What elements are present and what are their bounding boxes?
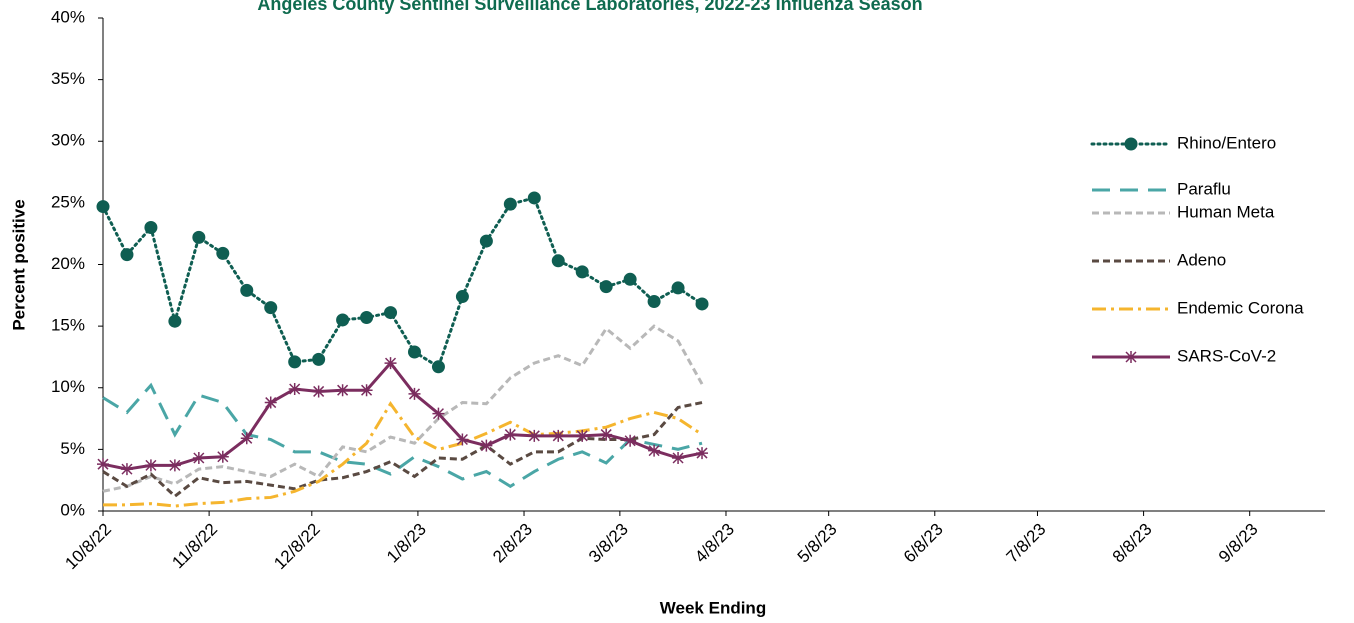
marker — [288, 382, 301, 395]
marker — [527, 191, 541, 205]
y-tick-label: 10% — [51, 377, 85, 396]
marker — [455, 290, 469, 304]
legend-label: Endemic Corona — [1177, 298, 1304, 317]
marker — [264, 396, 277, 409]
marker — [312, 352, 326, 366]
marker — [312, 385, 325, 398]
marker — [623, 272, 637, 286]
x-tick-label: 12/8/22 — [270, 520, 324, 574]
marker — [575, 265, 589, 279]
marker — [504, 428, 517, 441]
x-tick-label: 9/8/23 — [1215, 520, 1262, 567]
marker — [360, 384, 373, 397]
x-tick-label: 5/8/23 — [794, 520, 841, 567]
x-tick-label: 1/8/23 — [383, 520, 430, 567]
x-tick-label: 4/8/23 — [691, 520, 738, 567]
marker — [431, 360, 445, 374]
y-tick-label: 30% — [51, 131, 85, 150]
marker — [120, 463, 133, 476]
marker — [97, 458, 109, 471]
marker — [647, 294, 661, 308]
marker — [576, 429, 589, 442]
marker — [384, 357, 397, 370]
legend-label: Paraflu — [1177, 179, 1231, 198]
marker — [551, 254, 565, 268]
x-tick-label: 3/8/23 — [585, 520, 632, 567]
x-tick-label: 10/8/22 — [61, 520, 115, 574]
marker — [456, 433, 469, 446]
x-tick-label: 11/8/22 — [168, 520, 221, 573]
y-tick-label: 0% — [60, 500, 85, 519]
series-line — [102, 360, 703, 471]
x-tick-label: 6/8/23 — [900, 520, 947, 567]
legend-label: Rhino/Entero — [1177, 133, 1276, 152]
marker — [168, 459, 181, 472]
legend-marker — [1125, 351, 1137, 363]
marker — [480, 439, 493, 452]
x-axis-label: Week Ending — [660, 598, 766, 617]
marker — [360, 310, 374, 324]
marker — [288, 355, 302, 369]
marker — [624, 434, 637, 447]
marker — [192, 452, 205, 465]
marker — [336, 313, 350, 327]
marker — [648, 444, 661, 457]
series-line — [102, 324, 704, 493]
marker — [479, 234, 493, 248]
marker — [528, 429, 541, 442]
chart-title: Angeles County Sentinel Surveillance Lab… — [257, 0, 922, 14]
marker — [599, 280, 613, 294]
series-line — [103, 401, 703, 508]
marker — [240, 432, 253, 445]
marker — [216, 450, 229, 463]
legend-label: Human Meta — [1177, 202, 1275, 221]
y-tick-label: 20% — [51, 254, 85, 273]
legend-label: SARS-CoV-2 — [1177, 346, 1276, 365]
marker — [696, 447, 709, 460]
series-line — [102, 401, 703, 499]
y-tick-label: 35% — [51, 69, 85, 88]
marker — [408, 387, 421, 400]
marker — [120, 248, 134, 262]
marker — [432, 407, 445, 420]
y-tick-label: 15% — [51, 316, 85, 335]
marker — [96, 200, 110, 214]
marker — [192, 230, 206, 244]
y-axis-label: Percent positive — [9, 199, 28, 330]
x-tick-label: 8/8/23 — [1109, 520, 1156, 567]
legend-label: Adeno — [1177, 250, 1226, 269]
series-line — [102, 382, 703, 489]
y-tick-label: 25% — [51, 192, 85, 211]
y-tick-label: 5% — [60, 439, 85, 458]
marker — [695, 297, 709, 311]
marker — [144, 221, 158, 235]
marker — [552, 429, 565, 442]
marker — [144, 459, 157, 472]
marker — [240, 283, 254, 297]
marker — [168, 314, 182, 328]
marker — [336, 384, 349, 397]
marker — [503, 197, 517, 211]
x-tick-label: 2/8/23 — [489, 520, 536, 567]
series-line — [101, 196, 704, 370]
marker — [407, 345, 421, 359]
marker — [600, 428, 613, 441]
marker — [264, 301, 278, 315]
legend-marker — [1124, 137, 1138, 151]
marker — [384, 306, 398, 320]
marker — [216, 246, 230, 260]
marker — [672, 452, 685, 465]
y-tick-label: 40% — [51, 7, 85, 26]
x-tick-label: 7/8/23 — [1003, 520, 1050, 567]
marker — [671, 281, 685, 295]
